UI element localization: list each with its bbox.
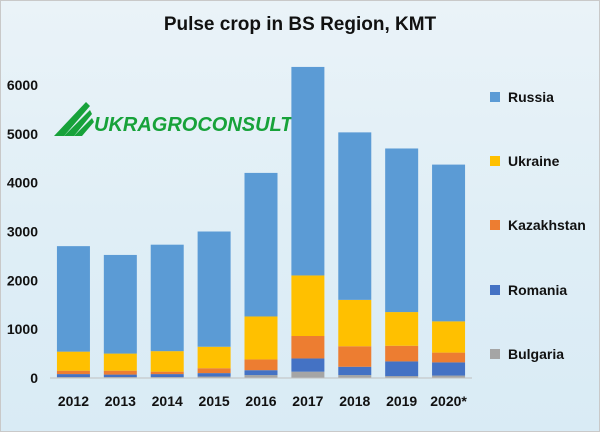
bar-segment-romania-2014 [150, 374, 184, 378]
bar-segment-kazakhstan-2015 [197, 368, 231, 374]
x-tick-label: 2013 [105, 393, 136, 409]
bar-segment-bulgaria-2015 [197, 376, 231, 378]
bar-segment-ukraine-2013 [103, 353, 137, 371]
bar-segment-russia-2017 [291, 66, 325, 276]
chart-title: Pulse crop in BS Region, KMT [163, 14, 437, 35]
logo-text: UKRAGROCONSULT [94, 114, 293, 136]
bar-segment-romania-2012 [56, 374, 90, 378]
bar-segment-kazakhstan-2016 [244, 359, 278, 371]
bar-segment-ukraine-2015 [197, 346, 231, 369]
y-tick-label: 5000 [7, 126, 38, 142]
bar-segment-romania-2017 [291, 358, 325, 372]
legend-swatch [490, 349, 500, 359]
bar-segment-kazakhstan-2012 [56, 370, 90, 375]
bar-segment-bulgaria-2018 [338, 375, 372, 378]
ukragroconsult-logo: UKRAGROCONSULT [52, 98, 293, 140]
bar-segment-ukraine-2019 [385, 312, 419, 346]
bar-segment-romania-2018 [338, 366, 372, 376]
y-tick-label: 3000 [7, 224, 38, 240]
bar-segment-romania-2013 [103, 374, 137, 378]
y-tick-label: 0 [30, 370, 38, 386]
bar-segment-kazakhstan-2019 [385, 345, 419, 362]
bar-segment-russia-2019 [385, 148, 419, 313]
x-axis: 2012 2013 2014 2015 2016 2017 2018 2019 2020* [50, 377, 472, 409]
bar-segment-ukraine-2020 [432, 321, 466, 353]
bar-segment-kazakhstan-2013 [103, 370, 137, 375]
bar-segment-russia-2015 [197, 231, 231, 347]
legend-swatch [490, 92, 500, 102]
bar-segment-romania-2020 [432, 362, 466, 376]
x-tick-label: 2019 [386, 393, 417, 409]
bar-segment-russia-2018 [338, 132, 372, 300]
bar-segment-ukraine-2016 [244, 316, 278, 360]
y-tick-label: 2000 [7, 272, 38, 288]
bar-segment-ukraine-2018 [338, 299, 372, 347]
legend-swatch [490, 285, 500, 295]
bar-segment-bulgaria-2017 [291, 371, 325, 378]
y-tick-label: 1000 [7, 321, 38, 337]
legend-swatch [490, 156, 500, 166]
legend-label: Romania [508, 282, 568, 298]
bar-segment-kazakhstan-2020 [432, 352, 466, 363]
bar-segment-russia-2012 [56, 246, 90, 352]
bar-segment-bulgaria-2019 [385, 376, 419, 378]
bar-segment-russia-2016 [244, 172, 278, 317]
x-tick-label: 2014 [152, 393, 183, 409]
x-tick-label: 2017 [292, 393, 323, 409]
bar-segment-bulgaria-2020 [432, 375, 466, 378]
bar-stacks [56, 66, 466, 378]
x-tick-label: 2012 [58, 393, 89, 409]
bar-segment-kazakhstan-2018 [338, 346, 372, 367]
legend-label: Ukraine [508, 153, 560, 169]
bar-segment-kazakhstan-2017 [291, 336, 325, 359]
legend-swatch [490, 220, 500, 230]
bar-segment-romania-2015 [197, 373, 231, 377]
bar-segment-ukraine-2014 [150, 351, 184, 372]
bar-segment-bulgaria-2016 [244, 375, 278, 378]
y-axis: 0 1000 2000 3000 4000 5000 6000 [7, 77, 38, 386]
bar-segment-ukraine-2017 [291, 275, 325, 336]
y-tick-label: 4000 [7, 175, 38, 191]
x-tick-label: 2018 [339, 393, 370, 409]
logo-swoosh-icon [54, 102, 94, 136]
bar-segment-russia-2013 [103, 254, 137, 354]
legend-label: Russia [508, 89, 554, 105]
bar-segment-romania-2016 [244, 370, 278, 376]
bar-segment-russia-2014 [150, 244, 184, 352]
legend-label: Bulgaria [508, 346, 565, 362]
legend-label: Kazakhstan [508, 217, 586, 233]
y-tick-label: 6000 [7, 77, 38, 93]
bar-segment-kazakhstan-2014 [150, 371, 184, 375]
x-tick-label: 2020* [430, 393, 467, 409]
x-tick-label: 2016 [245, 393, 276, 409]
bar-segment-ukraine-2012 [56, 351, 90, 371]
bar-segment-romania-2019 [385, 361, 419, 377]
bar-segment-russia-2020 [432, 164, 466, 322]
x-tick-label: 2015 [199, 393, 230, 409]
